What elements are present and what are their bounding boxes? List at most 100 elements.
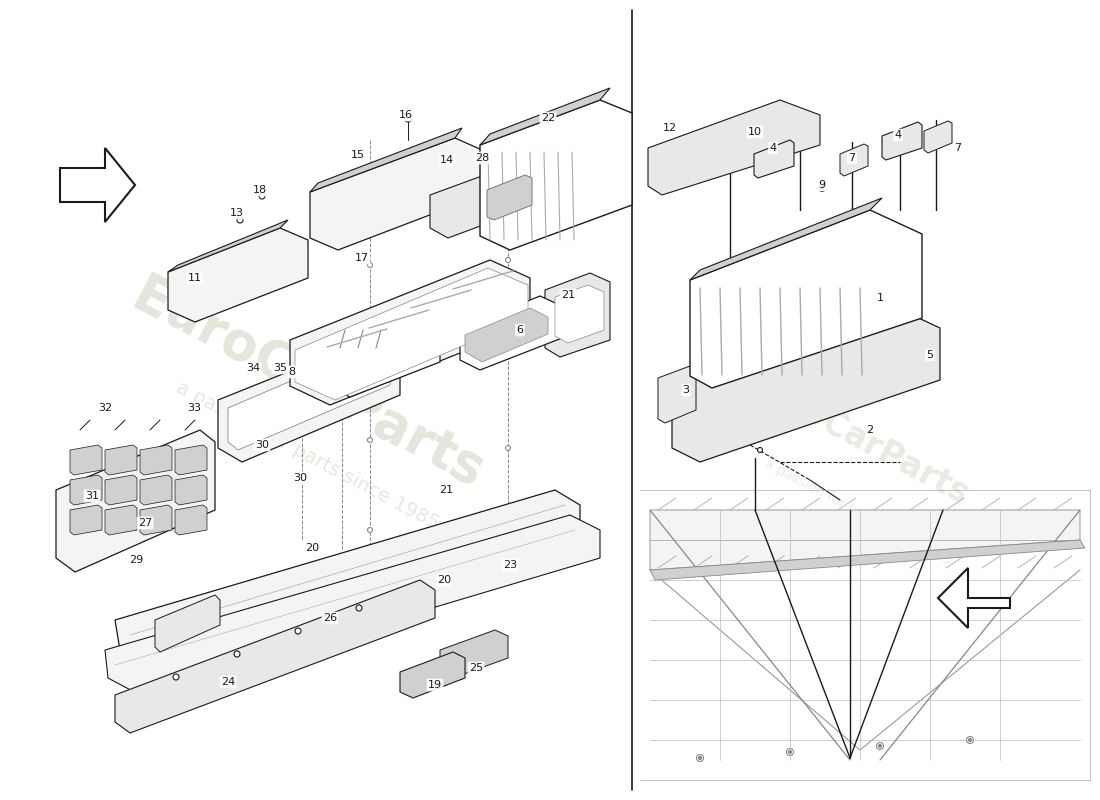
Polygon shape <box>465 308 548 362</box>
Polygon shape <box>228 345 390 450</box>
Polygon shape <box>60 148 135 222</box>
Polygon shape <box>70 505 102 535</box>
Circle shape <box>103 510 109 515</box>
Polygon shape <box>882 122 922 160</box>
Polygon shape <box>175 475 207 505</box>
Circle shape <box>786 749 793 755</box>
Circle shape <box>258 193 265 199</box>
Text: 35: 35 <box>273 363 287 373</box>
Polygon shape <box>310 128 462 192</box>
Text: 1: 1 <box>877 293 883 303</box>
Circle shape <box>758 447 762 453</box>
Text: 28: 28 <box>475 153 490 163</box>
Circle shape <box>506 258 510 262</box>
Circle shape <box>506 347 510 353</box>
Circle shape <box>367 527 373 533</box>
Text: 27: 27 <box>138 518 152 528</box>
Text: 20: 20 <box>305 543 319 553</box>
Text: 30: 30 <box>255 440 270 450</box>
Text: 24: 24 <box>221 677 235 687</box>
Polygon shape <box>400 652 465 698</box>
Polygon shape <box>56 430 214 572</box>
Text: a passion for parts since 1985: a passion for parts since 1985 <box>174 378 442 534</box>
Polygon shape <box>544 273 610 357</box>
Circle shape <box>879 745 881 747</box>
Text: 5: 5 <box>926 350 934 360</box>
Text: 20: 20 <box>437 575 451 585</box>
Text: 32: 32 <box>98 403 112 413</box>
Polygon shape <box>658 366 696 423</box>
Polygon shape <box>440 630 508 678</box>
Circle shape <box>138 510 143 515</box>
Circle shape <box>172 510 176 515</box>
Circle shape <box>154 510 160 515</box>
Circle shape <box>968 738 971 742</box>
Polygon shape <box>70 475 102 505</box>
Text: 8: 8 <box>288 367 296 377</box>
Polygon shape <box>430 173 510 238</box>
Text: 30: 30 <box>293 473 307 483</box>
Polygon shape <box>556 285 604 343</box>
Circle shape <box>696 754 704 762</box>
Circle shape <box>506 446 510 450</box>
Circle shape <box>356 605 362 611</box>
Circle shape <box>367 262 373 267</box>
Text: 33: 33 <box>187 403 201 413</box>
Text: 29: 29 <box>129 555 143 565</box>
Circle shape <box>121 510 125 515</box>
Text: 17: 17 <box>355 253 370 263</box>
Circle shape <box>408 678 412 682</box>
Polygon shape <box>480 88 611 145</box>
Circle shape <box>818 185 825 191</box>
Text: 13: 13 <box>230 208 244 218</box>
Polygon shape <box>104 515 600 695</box>
Text: 34: 34 <box>246 363 260 373</box>
Polygon shape <box>324 320 440 397</box>
Polygon shape <box>310 138 482 250</box>
Circle shape <box>821 186 824 190</box>
Circle shape <box>476 157 484 163</box>
Text: 16: 16 <box>399 110 412 120</box>
Polygon shape <box>487 175 532 220</box>
Polygon shape <box>650 540 1085 580</box>
Text: 25: 25 <box>469 663 483 673</box>
Polygon shape <box>218 335 400 462</box>
Circle shape <box>188 510 194 515</box>
Circle shape <box>967 737 974 743</box>
Polygon shape <box>104 505 138 535</box>
Polygon shape <box>480 100 632 250</box>
Polygon shape <box>690 198 882 280</box>
Circle shape <box>448 666 452 670</box>
Text: 22: 22 <box>541 113 556 123</box>
Text: 21: 21 <box>561 290 575 300</box>
Text: EuroCarParts: EuroCarParts <box>741 367 975 513</box>
Polygon shape <box>924 121 952 153</box>
Text: 4: 4 <box>769 143 777 153</box>
Text: 15: 15 <box>351 150 365 160</box>
Circle shape <box>428 672 432 676</box>
Circle shape <box>234 651 240 657</box>
Text: 7: 7 <box>955 143 961 153</box>
Circle shape <box>236 217 243 223</box>
Polygon shape <box>140 505 172 535</box>
Text: 4: 4 <box>894 130 902 140</box>
Text: 9: 9 <box>818 180 826 190</box>
Circle shape <box>367 373 373 378</box>
Text: 31: 31 <box>85 491 99 501</box>
Polygon shape <box>650 510 1080 570</box>
Polygon shape <box>290 260 530 405</box>
Text: a passion for parts since 1985: a passion for parts since 1985 <box>762 457 954 567</box>
Text: 11: 11 <box>188 273 202 283</box>
Text: 7: 7 <box>848 153 856 163</box>
Circle shape <box>754 126 762 134</box>
Circle shape <box>877 742 883 750</box>
Polygon shape <box>140 445 172 475</box>
Text: 3: 3 <box>682 385 690 395</box>
Circle shape <box>789 750 792 754</box>
Text: 21: 21 <box>439 485 453 495</box>
Polygon shape <box>690 210 922 388</box>
Text: 10: 10 <box>748 127 762 137</box>
Polygon shape <box>104 475 138 505</box>
Circle shape <box>698 757 702 759</box>
Circle shape <box>418 675 422 679</box>
